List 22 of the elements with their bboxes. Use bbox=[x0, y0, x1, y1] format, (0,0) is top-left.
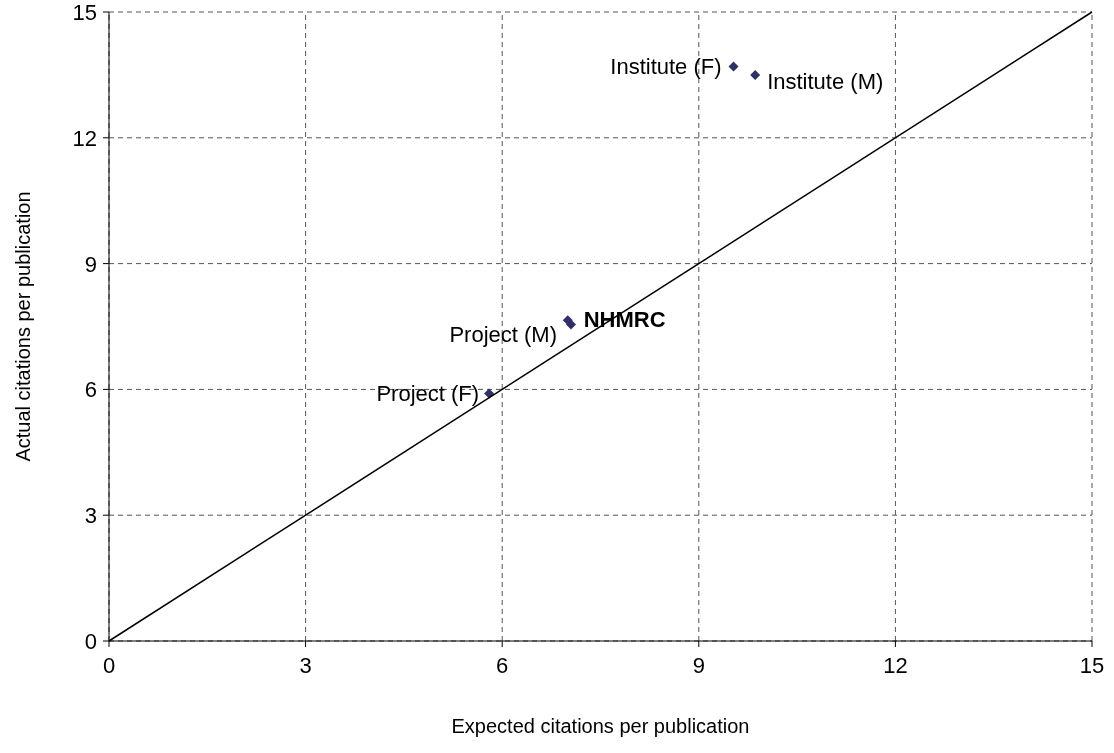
point bbox=[728, 61, 739, 72]
annotation: Project (F) bbox=[376, 380, 480, 406]
point bbox=[484, 388, 495, 399]
point bbox=[750, 69, 761, 80]
x-tick-label: 15 bbox=[1079, 653, 1105, 678]
y-tick-label: 15 bbox=[72, 0, 97, 25]
y-tick-label: 9 bbox=[84, 251, 97, 277]
x-axis-title: Expected citations per publication bbox=[451, 715, 750, 737]
y-axis-title: Actual citations per publication bbox=[12, 191, 34, 462]
x-tick-label: 3 bbox=[299, 653, 312, 678]
x-tick-label: 12 bbox=[883, 653, 908, 678]
y-tick-label: 12 bbox=[72, 125, 97, 151]
x-tick-label: 6 bbox=[496, 653, 509, 678]
point bbox=[562, 315, 573, 326]
y-tick-label: 0 bbox=[84, 629, 97, 654]
x-tick-label: 9 bbox=[692, 653, 705, 678]
annotation: Institute (F) bbox=[610, 53, 722, 79]
y-tick-label: 3 bbox=[84, 503, 97, 529]
y-tick-label: 6 bbox=[84, 377, 97, 403]
annotation: Institute (M) bbox=[767, 68, 884, 94]
annotation: Project (M) bbox=[449, 322, 558, 348]
x-tick-label: 0 bbox=[102, 653, 116, 678]
